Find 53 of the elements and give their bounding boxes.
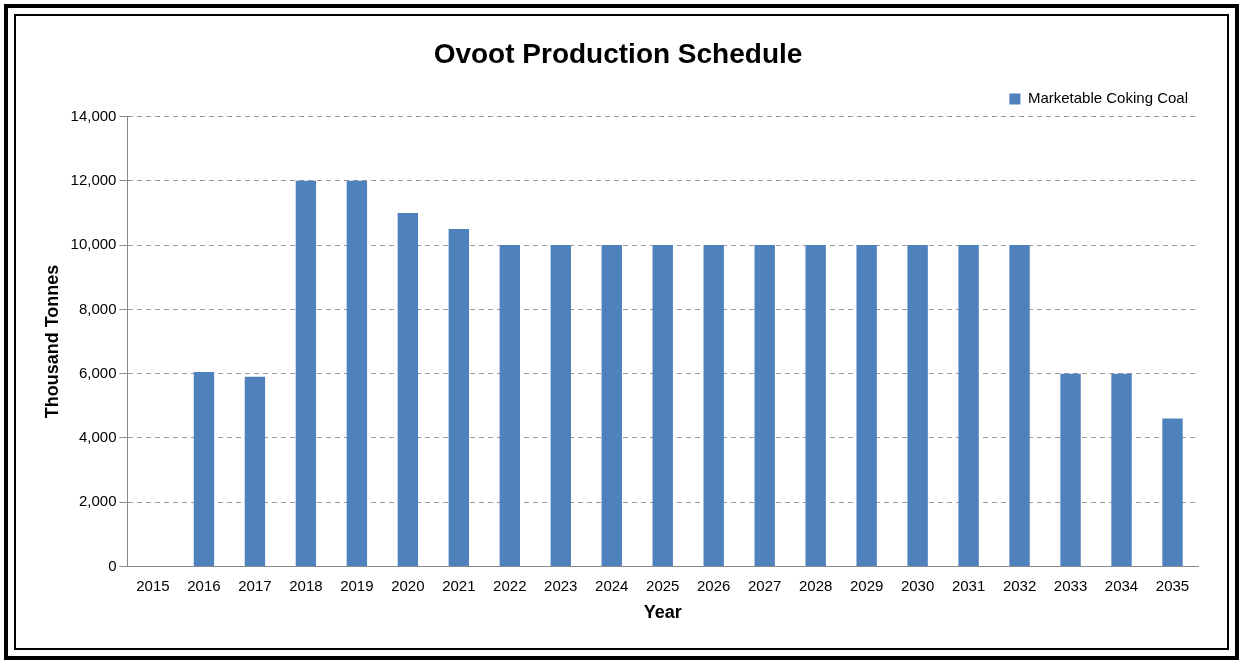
bar [601,245,622,566]
x-tick-label: 2016 [187,576,221,594]
bar [193,372,215,566]
y-tick-label: 14,000 [70,106,117,124]
x-tick-label: 2018 [289,576,323,594]
y-tick-label: 12,000 [70,171,117,188]
y-axis-title: Thousand Tonnes [41,264,62,419]
x-tick-label: 2031 [951,576,986,594]
bar [805,245,826,566]
y-tick-label: 0 [108,556,117,574]
bar [907,245,928,566]
bar [1162,418,1183,566]
x-tick-label: 2024 [595,576,629,594]
x-tick-label: 2017 [238,576,272,594]
bar [1009,245,1030,566]
bar [397,212,419,566]
bar [1060,373,1081,566]
bar [958,245,979,566]
bar [1111,373,1132,566]
x-tick-label: 2028 [798,576,833,594]
x-tick-label: 2023 [544,576,578,594]
bar [703,245,724,566]
bar [346,180,368,566]
bar [499,245,520,566]
bar [652,245,673,566]
bar [550,245,571,566]
x-tick-label: 2032 [1002,576,1037,594]
y-tick-label: 10,000 [70,235,117,253]
x-tick-label: 2015 [136,576,170,594]
bar [295,180,317,566]
x-tick-label: 2022 [493,576,527,594]
x-tick-label: 2033 [1053,576,1088,594]
y-tick-label: 2,000 [78,492,117,510]
y-tick-label: 8,000 [78,299,117,317]
x-tick-label: 2025 [646,576,680,594]
bar [856,245,877,566]
legend-label: Marketable Coking Coal [1027,89,1188,107]
x-tick-label: 2019 [340,576,374,594]
bar [244,376,266,566]
x-tick-label: 2020 [391,576,425,594]
x-tick-label: 2029 [849,576,884,594]
y-tick-label: 4,000 [78,428,117,446]
x-axis-title: Year [643,602,682,623]
x-tick-label: 2027 [748,576,782,594]
x-tick-label: 2035 [1155,576,1190,594]
x-tick-label: 2030 [900,576,935,594]
bar [448,229,470,566]
chart-title: Ovoot Production Schedule [433,37,803,69]
x-tick-label: 2034 [1104,576,1139,594]
bar [754,245,775,566]
y-tick-label: 6,000 [78,363,117,381]
x-tick-label: 2021 [442,576,476,594]
x-tick-label: 2026 [697,576,731,594]
